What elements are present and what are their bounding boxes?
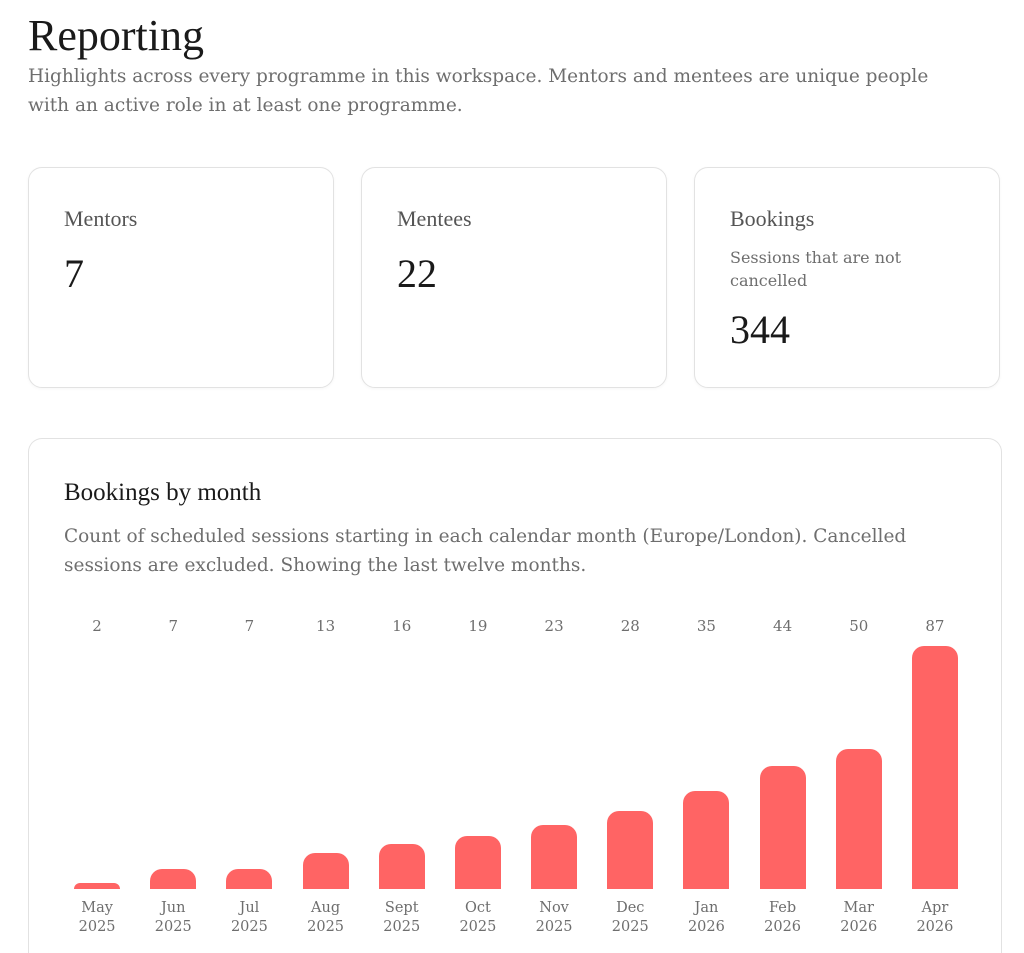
bar-column: 87 Apr 2026 (897, 439, 973, 953)
value-label: 7 (168, 617, 178, 635)
stat-label: Bookings (730, 206, 815, 231)
bar-column: 2 May 2025 (59, 439, 135, 953)
x-tick-label: Dec 2025 (611, 900, 649, 935)
bar-column: 35 Jan 2026 (668, 439, 744, 953)
stat-card: Mentors 7 (28, 167, 334, 388)
x-tick-label: Jan 2026 (687, 900, 725, 935)
stat-label: Mentors (64, 206, 138, 231)
x-tick-label: Aug 2025 (307, 900, 345, 935)
value-label: 87 (925, 617, 945, 635)
bar (150, 869, 197, 889)
stat-note: Sessions that are not cancelled (730, 248, 902, 290)
bar (302, 852, 349, 889)
bar (835, 749, 882, 889)
value-label: 50 (849, 617, 869, 635)
x-tick-label: Sept 2025 (383, 900, 421, 935)
chart-subtitle: Count of scheduled sessions starting in … (64, 526, 907, 576)
value-label: 19 (468, 617, 488, 635)
x-tick-label: Jun 2025 (154, 900, 192, 935)
x-tick-label: Feb 2026 (764, 900, 802, 935)
x-tick-label: Oct 2025 (459, 900, 497, 935)
page-subtitle: Highlights across every programme in thi… (28, 66, 929, 116)
value-label: 28 (620, 617, 640, 635)
stat-card: Bookings Sessions that are not cancelled… (694, 167, 1000, 388)
stat-value: 7 (64, 251, 84, 296)
value-label: 7 (244, 617, 255, 635)
x-tick-label: Mar 2026 (840, 900, 878, 935)
value-label: 13 (316, 617, 336, 635)
stat-value: 344 (730, 307, 790, 352)
value-label: 35 (696, 617, 716, 635)
bar-column: 23 Nov 2025 (516, 439, 592, 953)
bar (759, 766, 806, 889)
stat-card: Mentees 22 (361, 167, 667, 388)
bar (454, 835, 501, 889)
stat-label: Mentees (397, 206, 472, 231)
bar (911, 646, 958, 889)
chart-title: Bookings by month (64, 479, 262, 506)
bar (226, 869, 273, 889)
bar (74, 883, 121, 889)
x-tick-label: May 2025 (78, 900, 116, 935)
page-title: Reporting (28, 11, 204, 60)
chart-card: Bookings by month Count of scheduled ses… (28, 438, 1002, 953)
bar-column: 7 Jul 2025 (211, 439, 287, 953)
bar (683, 791, 730, 889)
x-tick-label: Apr 2026 (916, 900, 954, 935)
plot: 2 May 2025 7 Jun 2025 7 Jul 2025 13 Aug 2025 16 S… (59, 439, 973, 953)
x-tick-label: Jul 2025 (230, 900, 268, 935)
bar (531, 824, 578, 889)
bar-column: 13 Aug 2025 (288, 439, 364, 953)
value-label: 16 (392, 617, 412, 635)
stat-value: 22 (397, 251, 437, 296)
bar-column: 44 Feb 2026 (745, 439, 821, 953)
bar-column: 50 Mar 2026 (821, 439, 897, 953)
bar-column: 28 Dec 2025 (592, 439, 668, 953)
bar-column: 19 Oct 2025 (440, 439, 516, 953)
value-label: 44 (773, 617, 793, 635)
bar-column: 7 Jun 2025 (135, 439, 211, 953)
bar (607, 810, 654, 889)
bar (378, 844, 425, 889)
value-label: 2 (92, 617, 102, 635)
value-label: 23 (544, 617, 564, 635)
bar-column: 16 Sept 2025 (364, 439, 440, 953)
x-tick-label: Nov 2025 (535, 900, 573, 935)
